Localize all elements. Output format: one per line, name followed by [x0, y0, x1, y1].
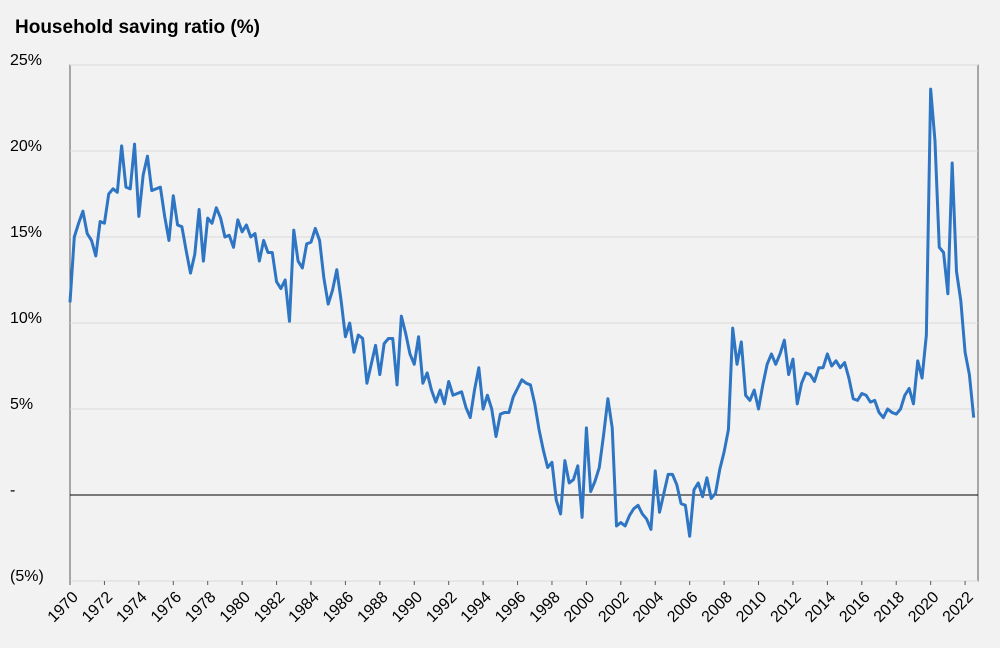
y-tick-label: - [10, 482, 15, 499]
y-tick-label: 15% [10, 224, 42, 241]
y-tick-label: (5%) [10, 568, 44, 585]
series-line [68, 87, 976, 538]
y-tick-label: 5% [10, 396, 33, 413]
y-tick-label: 10% [10, 310, 42, 327]
y-tick-label: 20% [10, 138, 42, 155]
y-tick-label: 25% [10, 52, 42, 69]
chart-title: Household saving ratio (%) [15, 17, 260, 38]
